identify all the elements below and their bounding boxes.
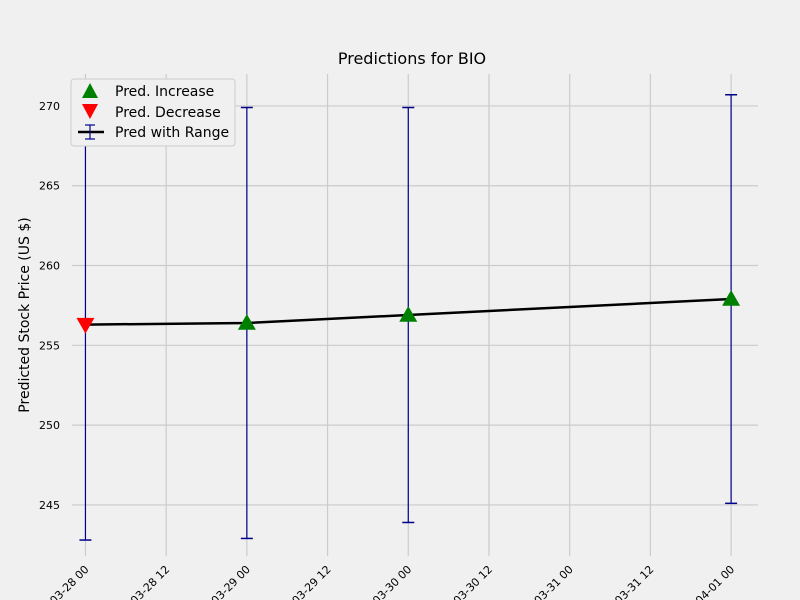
y-tick-label: 255 <box>39 339 60 352</box>
y-tick-label: 250 <box>39 419 60 432</box>
legend-range-label: Pred with Range <box>115 125 229 141</box>
legend: Pred. Increase Pred. Decrease Pred with … <box>70 78 236 147</box>
y-tick-label: 270 <box>39 100 60 113</box>
y-tick-label: 265 <box>39 180 60 193</box>
decrease-marker <box>76 317 95 334</box>
legend-box <box>70 78 236 147</box>
prediction-markers <box>76 290 741 334</box>
chart-title: Predictions for BIO <box>338 49 486 68</box>
y-tick-label: 260 <box>39 260 60 273</box>
prediction-line <box>85 297 732 326</box>
y-tick-labels: 245 250 255 260 265 270 <box>39 100 60 512</box>
increase-marker <box>237 313 256 330</box>
legend-increase-label: Pred. Increase <box>115 84 214 100</box>
y-tick-label: 245 <box>39 499 60 512</box>
increase-marker <box>722 290 741 306</box>
prediction-series <box>85 297 732 326</box>
legend-decrease-label: Pred. Decrease <box>115 105 221 121</box>
y-axis-label: Predicted Stock Price (US $) <box>17 217 33 412</box>
increase-marker <box>399 306 418 322</box>
legend-increase-marker <box>82 83 98 98</box>
legend-decrease-marker <box>82 104 98 119</box>
